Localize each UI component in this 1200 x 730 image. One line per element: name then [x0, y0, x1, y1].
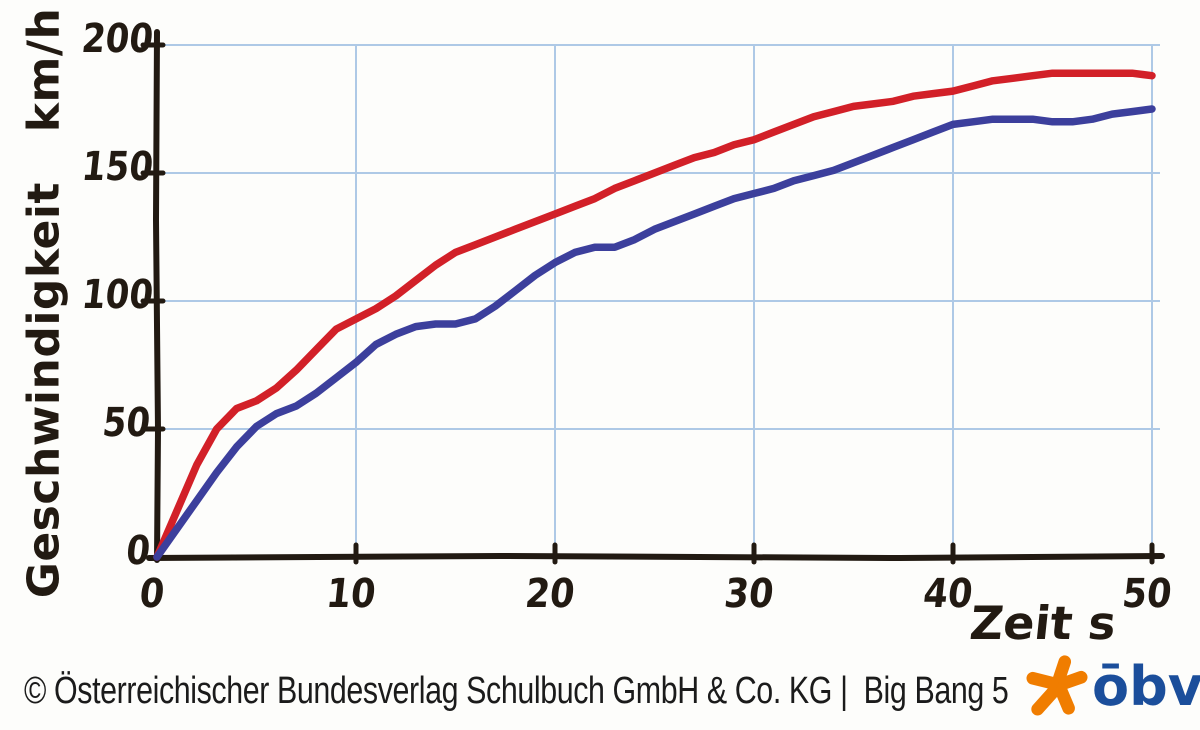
y-tick-label: 0: [123, 528, 153, 574]
curve-red-curve: [153, 69, 1156, 561]
y-tick-label: 200: [79, 16, 156, 62]
x-tick-label: 0: [137, 571, 167, 617]
y-axis: [153, 29, 161, 563]
x-axis-label: Zeit s: [967, 596, 1119, 650]
y-tick-label: 150: [79, 144, 156, 190]
obv-star-icon: [1026, 655, 1088, 716]
y-tick-label: 100: [79, 272, 156, 318]
copyright-text: © Österreichischer Bundesverlag Schulbuc…: [24, 670, 1009, 712]
x-tick-label: 20: [523, 571, 577, 617]
y-tick-label: 50: [100, 400, 153, 446]
obv-logo-text: ōbv: [1092, 655, 1200, 718]
x-axis: [146, 553, 1165, 561]
curve-blue-curve: [153, 105, 1156, 561]
y-axis-label: Geschwindigkeit km/h: [18, 7, 70, 599]
x-tick-label: 30: [722, 571, 776, 617]
x-tick-label: 10: [324, 571, 378, 617]
